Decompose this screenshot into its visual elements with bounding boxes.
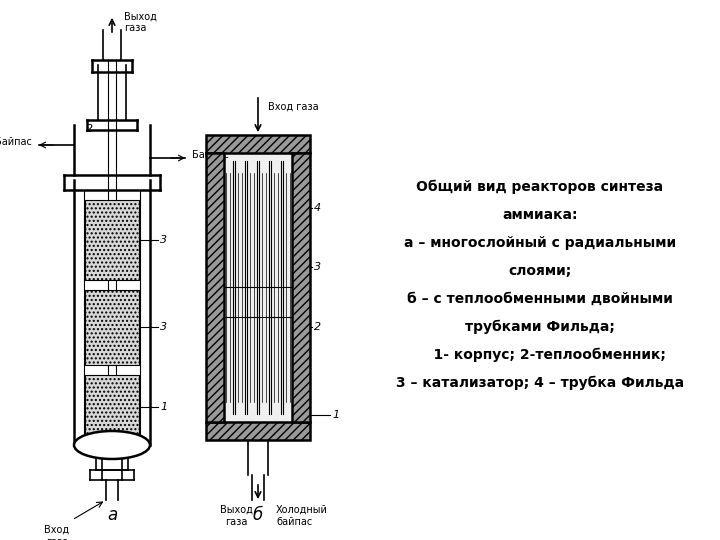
- Text: слоями;: слоями;: [508, 264, 572, 278]
- Text: 3: 3: [160, 235, 167, 245]
- Text: Байпас: Байпас: [192, 150, 229, 160]
- Text: 2: 2: [86, 124, 94, 134]
- Text: 3: 3: [314, 262, 321, 272]
- Text: б – с теплообменными двойными: б – с теплообменными двойными: [407, 292, 673, 306]
- Text: 1- корпус; 2-теплообменник;: 1- корпус; 2-теплообменник;: [414, 348, 666, 362]
- Bar: [85, 290, 139, 365]
- Text: Вход газа: Вход газа: [268, 102, 319, 112]
- Text: Общий вид реакторов синтеза: Общий вид реакторов синтеза: [416, 180, 664, 194]
- Text: Байпас: Байпас: [0, 137, 32, 147]
- Text: 2: 2: [314, 322, 321, 332]
- Text: а: а: [107, 506, 117, 524]
- Bar: [85, 375, 139, 440]
- Text: трубками Фильда;: трубками Фильда;: [465, 320, 615, 334]
- Text: 3: 3: [160, 322, 167, 332]
- Text: аммиака:: аммиака:: [503, 208, 577, 222]
- Text: Вход
газа: Вход газа: [45, 525, 70, 540]
- Text: Выход
газа: Выход газа: [220, 505, 253, 526]
- Bar: [292, 153, 310, 422]
- Text: 4: 4: [314, 203, 321, 213]
- Bar: [206, 153, 224, 422]
- Text: 3 – катализатор; 4 – трубка Фильда: 3 – катализатор; 4 – трубка Фильда: [396, 376, 684, 390]
- Text: Выход
газа: Выход газа: [124, 11, 157, 33]
- Text: а – многослойный с радиальными: а – многослойный с радиальными: [404, 236, 676, 250]
- Bar: [206, 135, 310, 153]
- Bar: [224, 153, 292, 422]
- Text: б: б: [253, 506, 263, 524]
- Ellipse shape: [74, 431, 150, 459]
- Text: Холодный
байпас: Холодный байпас: [276, 505, 328, 526]
- Text: 1: 1: [160, 402, 167, 412]
- Bar: [206, 422, 310, 440]
- Bar: [85, 200, 139, 280]
- Text: 1: 1: [332, 410, 339, 420]
